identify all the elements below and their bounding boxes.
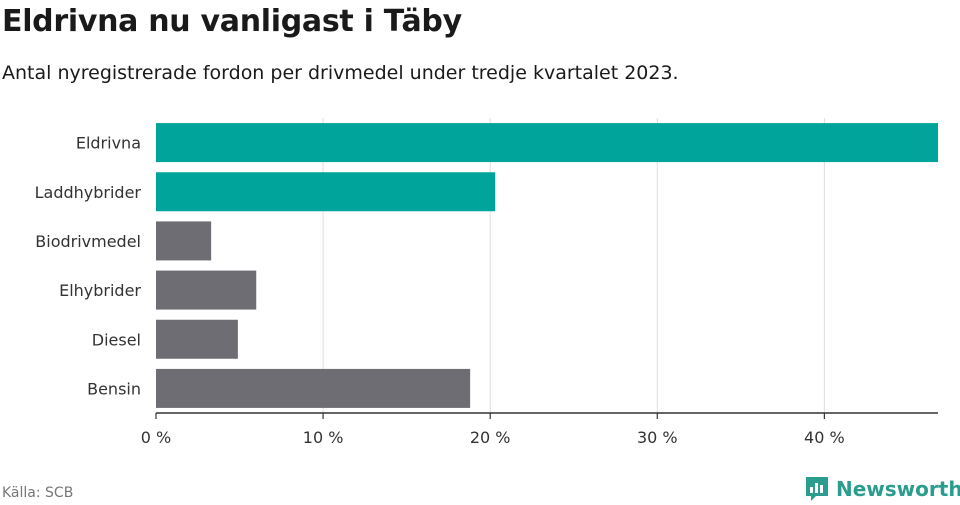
x-tick-label-1: 10 % [303,428,344,447]
x-tick-label-3: 30 % [637,428,678,447]
chart-subtitle: Antal nyregistrerade fordon per drivmede… [2,62,679,84]
newsworthy-logo[interactable]: Newsworthy [804,474,960,504]
gridlines [322,118,825,413]
category-labels: Eldrivna Laddhybrider Biodrivmedel Elhybrid… [35,134,142,399]
category-label-laddhybrider: Laddhybrider [35,183,142,202]
bar-bensin [156,368,471,408]
category-label-eldrivna: Eldrivna [76,134,141,153]
bar-elhybrider [156,270,257,310]
bars [156,123,938,408]
bar-biodrivmedel [156,221,212,261]
x-tick-label-2: 20 % [470,428,511,447]
x-axis: 0 % 10 % 20 % 30 % 40 % [141,412,938,447]
bar-eldrivna [156,123,938,163]
chart-title: Eldrivna nu vanligast i Täby [2,4,462,39]
source-note: Källa: SCB [2,485,74,501]
category-label-bensin: Bensin [87,379,141,398]
x-tick-label-0: 0 % [141,428,171,447]
newsworthy-logo-icon [806,477,828,501]
category-label-diesel: Diesel [92,330,141,349]
bar-laddhybrider [156,172,496,212]
bar-diesel [156,319,238,359]
x-tick-label-4: 40 % [804,428,845,447]
category-label-elhybrider: Elhybrider [59,281,141,300]
brand-name: Newsworthy [836,477,960,501]
category-label-biodrivmedel: Biodrivmedel [35,232,141,251]
